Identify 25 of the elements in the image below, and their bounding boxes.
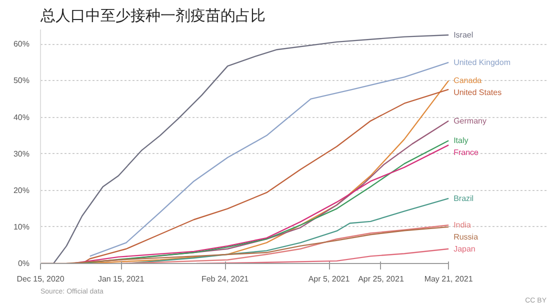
series-label: United States: [454, 88, 502, 97]
series-label: Russia: [454, 232, 479, 242]
y-tick-label: 20%: [13, 186, 30, 195]
x-tick-label: Dec 15, 2020: [16, 274, 65, 284]
series-label: Germany: [454, 116, 486, 126]
series-label: United Kingdom: [454, 58, 511, 67]
series-label: Canada: [454, 76, 482, 86]
chart-title: 总人口中至少接种一剂疫苗的占比: [40, 8, 266, 24]
x-tick-label: Feb 24, 2021: [201, 274, 250, 284]
y-tick-label: 40%: [13, 112, 30, 122]
y-tick-label: 0%: [18, 259, 30, 268]
y-tick-label: 50%: [13, 76, 30, 86]
series-label: India: [454, 220, 472, 230]
x-tick-label: Apr 5, 2021: [308, 274, 350, 284]
series-label: Israel: [454, 30, 474, 40]
series-label: Japan: [454, 244, 476, 254]
y-tick-label: 30%: [13, 149, 30, 158]
y-tick-label: 60%: [13, 40, 30, 49]
x-tick-label: Jan 15, 2021: [98, 274, 145, 284]
y-tick-label: 10%: [13, 222, 30, 232]
series-label: France: [454, 148, 480, 157]
series-label: Italy: [454, 136, 468, 146]
x-tick-label: Apr 25, 2021: [358, 274, 404, 284]
series-label: Brazil: [454, 194, 474, 203]
x-tick-label: May 21, 2021: [424, 274, 474, 284]
